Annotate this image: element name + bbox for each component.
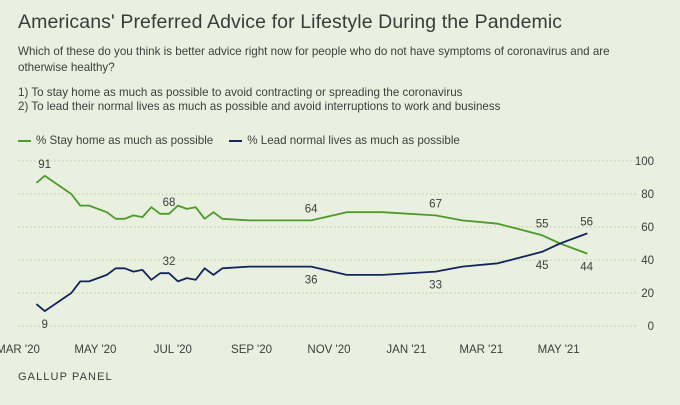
data-label-normal-lives: 33 xyxy=(429,280,442,292)
x-tick-label: MAR '21 xyxy=(459,344,503,356)
answer-option-1: 1) To stay home as much as possible to a… xyxy=(18,86,463,99)
data-label-stay-home: 67 xyxy=(429,198,442,210)
legend-swatch-normal-lives xyxy=(229,139,243,142)
series-line-stay-home xyxy=(36,174,588,255)
chart-legend: % Stay home as much as possible % Lead n… xyxy=(18,134,476,147)
x-tick-label: MAY '20 xyxy=(74,344,116,356)
legend-swatch-stay-home xyxy=(18,139,31,142)
x-tick-label: NOV '20 xyxy=(307,344,350,356)
data-label-normal-lives: 36 xyxy=(305,275,318,287)
y-tick-label: 60 xyxy=(641,222,654,234)
data-label-normal-lives: 9 xyxy=(41,319,47,331)
data-label-stay-home: 64 xyxy=(305,203,318,215)
source-label: GALLUP PANEL xyxy=(18,371,113,383)
data-label-stay-home: 44 xyxy=(580,261,593,273)
y-tick-label: 80 xyxy=(641,189,654,201)
chart-title: Americans' Preferred Advice for Lifestyl… xyxy=(18,11,563,33)
y-tick-label: 100 xyxy=(635,156,654,168)
x-tick-label: SEP '20 xyxy=(231,344,272,356)
data-label-stay-home: 91 xyxy=(38,159,51,171)
answer-option-2: 2) To lead their normal lives as much as… xyxy=(18,100,501,113)
y-tick-label: 20 xyxy=(641,288,654,300)
legend-label-normal-lives: % Lead normal lives as much as possible xyxy=(247,134,460,147)
legend-label-stay-home: % Stay home as much as possible xyxy=(36,134,214,147)
x-tick-label: MAR '20 xyxy=(0,344,40,356)
y-tick-label: 0 xyxy=(648,321,654,333)
legend-item-stay-home: % Stay home as much as possible xyxy=(18,134,213,147)
x-tick-label: MAY '21 xyxy=(538,344,580,356)
survey-question: Which of these do you think is better ad… xyxy=(18,45,610,74)
y-tick-label: 40 xyxy=(641,255,654,267)
x-tick-label: JUL '20 xyxy=(154,344,192,356)
legend-item-normal-lives: % Lead normal lives as much as possible xyxy=(229,134,460,147)
x-tick-label: JAN '21 xyxy=(386,344,426,356)
data-label-normal-lives: 45 xyxy=(536,260,549,272)
data-label-normal-lives: 32 xyxy=(163,256,176,268)
data-label-normal-lives: 56 xyxy=(580,217,593,229)
series-line-normal-lives xyxy=(36,232,588,312)
data-label-stay-home: 68 xyxy=(163,197,176,209)
data-label-stay-home: 55 xyxy=(536,218,549,230)
